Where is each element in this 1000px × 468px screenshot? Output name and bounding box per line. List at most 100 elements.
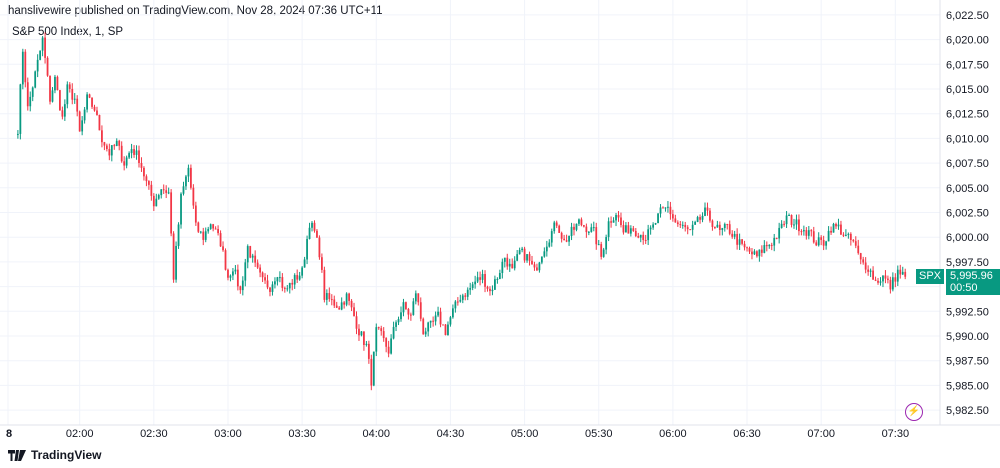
- candle-body: [548, 242, 551, 247]
- candle-body: [538, 262, 541, 271]
- candle-body: [370, 358, 373, 386]
- candle-body: [365, 343, 368, 345]
- candle-body: [659, 207, 662, 214]
- candle-body: [758, 249, 761, 257]
- symbol-title[interactable]: S&P 500 Index, 1, SP: [12, 26, 124, 38]
- footer-brand-label: TradingView: [31, 448, 102, 462]
- candle-body: [582, 225, 585, 227]
- candle-body: [521, 248, 524, 251]
- candle-body: [454, 301, 457, 309]
- footer-brand[interactable]: TradingView: [8, 448, 101, 462]
- candle-body: [667, 206, 669, 208]
- candle-body: [444, 324, 447, 336]
- candle-body: [157, 195, 160, 199]
- candle-body: [840, 224, 842, 235]
- lightning-bolt-icon[interactable]: ⚡: [905, 403, 923, 421]
- candle-body: [377, 327, 380, 329]
- candle-body: [343, 302, 346, 305]
- candle-body: [573, 226, 575, 230]
- candle-body: [390, 338, 393, 354]
- candle-body: [575, 223, 578, 230]
- candle-body: [133, 149, 135, 155]
- candle-body: [830, 230, 832, 233]
- candle-body: [726, 224, 729, 226]
- candle-body: [434, 315, 437, 322]
- candle-body: [76, 98, 79, 112]
- candle-body: [684, 224, 687, 228]
- candle-body: [360, 331, 363, 336]
- candle-body: [130, 149, 133, 154]
- candle-body: [795, 219, 798, 225]
- candle-body: [649, 227, 652, 230]
- candle-body: [513, 260, 516, 269]
- chart-grid: [0, 0, 940, 425]
- candle-body: [756, 251, 758, 257]
- candle-body: [827, 230, 830, 242]
- candle-body: [355, 316, 358, 329]
- candle-body: [807, 230, 810, 236]
- candle-body: [800, 231, 803, 233]
- candle-body: [753, 251, 756, 255]
- candle-body: [447, 324, 449, 336]
- candle-body: [864, 262, 867, 270]
- candle-body: [192, 187, 195, 206]
- candle-body: [484, 273, 486, 287]
- candle-body: [662, 207, 664, 209]
- price-tag-value: 5,995.96: [950, 270, 993, 283]
- candle-body: [259, 267, 262, 273]
- candle-body: [874, 279, 877, 281]
- candle-body: [204, 231, 207, 240]
- candle-body: [110, 145, 113, 156]
- candle-body: [96, 110, 98, 115]
- candle-body: [746, 247, 748, 249]
- candle-body: [738, 239, 741, 245]
- candle-body: [197, 222, 200, 232]
- candle-body: [654, 223, 657, 225]
- candle-body: [526, 254, 528, 261]
- candle-body: [563, 238, 566, 241]
- candle-body: [380, 328, 383, 332]
- candle-body: [625, 225, 627, 233]
- candle-body: [120, 145, 123, 162]
- candle-body: [311, 222, 313, 228]
- x-tick-label: 02:30: [140, 428, 168, 440]
- candle-body: [325, 293, 328, 300]
- candle-body: [439, 311, 442, 325]
- candle-body: [335, 305, 338, 308]
- candle-body: [681, 224, 684, 226]
- candle-body: [718, 224, 721, 230]
- candle-body: [316, 230, 318, 238]
- y-tick-label: 6,012.50: [946, 109, 989, 121]
- tradingview-logo-icon: [8, 449, 26, 461]
- candle-body: [217, 229, 219, 234]
- candle-body: [602, 249, 605, 257]
- candle-body: [348, 293, 350, 301]
- candle-body: [471, 284, 474, 289]
- candle-body: [363, 331, 365, 345]
- candle-body: [212, 224, 215, 229]
- candle-body: [207, 228, 210, 232]
- y-tick-label: 6,007.50: [946, 158, 989, 170]
- candle-body: [629, 228, 632, 234]
- candle-body: [721, 228, 724, 230]
- candle-body: [701, 215, 704, 220]
- candle-body: [664, 207, 667, 209]
- candle-body: [323, 269, 326, 300]
- x-tick-label: 04:00: [363, 428, 391, 440]
- candle-body: [63, 104, 66, 117]
- x-tick-label: 02:00: [66, 428, 94, 440]
- candle-body: [313, 222, 316, 231]
- candle-body: [704, 207, 706, 216]
- candle-body: [639, 234, 642, 238]
- x-tick-label: 07:30: [882, 428, 910, 440]
- candle-body: [113, 145, 116, 147]
- candle-body: [427, 322, 430, 332]
- candle-body: [424, 331, 427, 335]
- candle-body: [904, 271, 907, 277]
- candle-body: [560, 232, 563, 239]
- candle-body: [68, 84, 71, 89]
- candle-body: [699, 217, 701, 220]
- candle-body: [254, 255, 257, 263]
- candle-body: [612, 220, 615, 223]
